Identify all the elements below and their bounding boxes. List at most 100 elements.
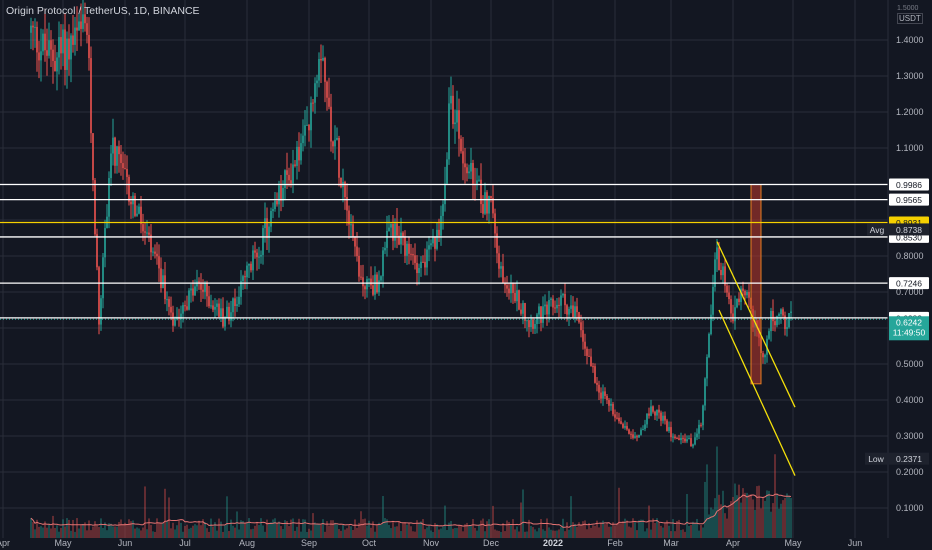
volume-bar (134, 528, 136, 538)
candle-body (592, 366, 594, 368)
volume-bar (478, 524, 480, 538)
candle-body (158, 256, 160, 269)
candle-body (378, 280, 380, 293)
candle-body (694, 437, 696, 445)
volume-bar (526, 531, 528, 538)
volume-bar (696, 518, 698, 538)
time-axis[interactable]: Apr May Jun Jul Aug Sep Oct Nov Dec 2022 Feb Mar Apr… (0, 538, 862, 548)
candle-body (722, 266, 724, 276)
volume-bar (498, 530, 500, 538)
volume-bar (340, 530, 342, 538)
volume-bar (60, 527, 62, 538)
volume-bar (52, 515, 54, 538)
volume-bar (506, 520, 508, 538)
volume-bar (670, 531, 672, 538)
volume-bar (712, 509, 714, 538)
volume-bar (322, 519, 324, 538)
volume-bar (32, 522, 34, 538)
candle-body (560, 295, 562, 306)
level-price-tag-label: 0.9986 (896, 180, 922, 190)
candle-body (606, 395, 608, 401)
candle-body (286, 170, 288, 175)
volume-bar (564, 531, 566, 538)
volume-bar (444, 505, 446, 538)
candle-body (688, 438, 690, 440)
volume-bar (82, 524, 84, 538)
candle-body (770, 311, 772, 332)
volume-bar (782, 500, 784, 538)
volume-bar (228, 531, 230, 538)
volume-bar (458, 524, 460, 538)
candle-body (254, 250, 256, 253)
candle-body (72, 35, 74, 45)
candle-body (38, 52, 40, 61)
candle-body (520, 309, 522, 314)
avg-tag-label: Avg (870, 225, 885, 235)
candle-body (242, 276, 244, 282)
candle-body (112, 137, 114, 154)
candle-body (650, 406, 652, 416)
candle-body (478, 179, 480, 181)
candle-body (784, 315, 786, 329)
candle-body (636, 436, 638, 438)
volume-bar (408, 522, 410, 538)
volume-bar (778, 508, 780, 538)
candle-body (288, 174, 290, 181)
candle-body (588, 355, 590, 357)
volume-bar (180, 522, 182, 538)
candle-body (152, 251, 154, 253)
volume-bar (342, 525, 344, 538)
candle-body (436, 229, 438, 249)
price-axis[interactable]: 1.40001.30001.20001.10001.00000.90000.80… (887, 0, 924, 538)
x-tick-label: Feb (607, 538, 623, 548)
candle-body (446, 159, 448, 184)
x-tick-label: Aug (239, 538, 255, 548)
x-tick-label: May (54, 538, 72, 548)
candle-body (506, 285, 508, 289)
volume-bar (154, 531, 156, 538)
channel-line[interactable] (718, 309, 796, 476)
current-price-value: 0.6242 (896, 317, 922, 327)
volume-bar (268, 523, 270, 538)
volume-bar (748, 494, 750, 538)
candle-body (428, 245, 430, 250)
volume-bar (270, 522, 272, 538)
level-price-tag-label: 0.8530 (896, 232, 922, 242)
candle-body (110, 153, 112, 179)
candle-body (558, 304, 560, 306)
candle-body (120, 154, 122, 164)
horizontal-levels[interactable] (0, 183, 888, 320)
volume-bar (402, 522, 404, 538)
candle-body (462, 151, 464, 164)
candle-body (458, 110, 460, 139)
volume-bar (630, 527, 632, 538)
candle-body (166, 299, 168, 301)
volume-bar (184, 526, 186, 538)
volume-bar (262, 525, 264, 538)
volume-bar (464, 524, 466, 538)
candle-body (340, 177, 342, 188)
candle-body (660, 412, 662, 421)
candle-body (330, 106, 332, 142)
volume-bar (428, 525, 430, 538)
volume-bar (146, 529, 148, 538)
volume-bar (238, 529, 240, 538)
volume-bar (232, 525, 234, 538)
volume-bars (30, 446, 792, 538)
candle-body (282, 188, 284, 201)
candle-body (170, 306, 172, 313)
candle-body (236, 304, 238, 307)
candle-body (186, 306, 188, 310)
volume-bar (730, 501, 732, 538)
volume-bar (756, 486, 758, 538)
volume-bar (142, 527, 144, 538)
volume-bar (316, 523, 318, 538)
volume-bar (612, 522, 614, 538)
volume-bar (728, 505, 730, 538)
channel-line[interactable] (716, 241, 796, 408)
volume-bar (278, 521, 280, 538)
candle-body (648, 413, 650, 416)
descending-channel[interactable] (716, 241, 796, 476)
volume-bar (144, 486, 146, 538)
